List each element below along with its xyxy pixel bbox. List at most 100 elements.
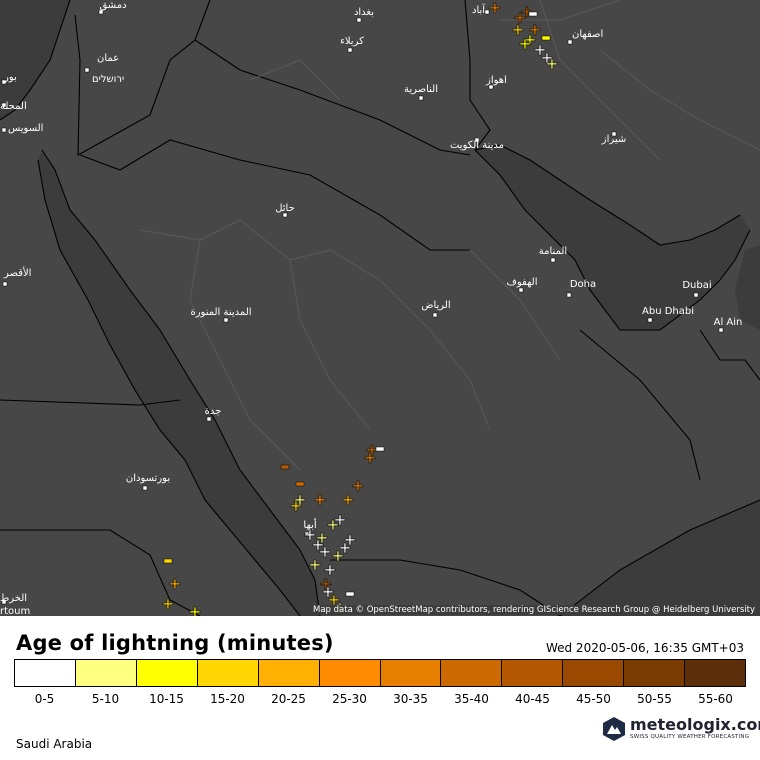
lightning-strike-marker: +	[321, 582, 334, 601]
city-label: آباد	[472, 3, 486, 16]
lightning-strike-marker: +	[540, 48, 553, 67]
lightning-strike-marker: +	[289, 496, 302, 515]
city-label: rtoum	[0, 606, 30, 616]
lightning-strike-marker: +	[161, 594, 174, 613]
city-label: دمشق	[99, 0, 126, 11]
legend-title: Age of lightning (minutes)	[16, 631, 334, 655]
legend-label: 10-15	[149, 692, 184, 706]
city-label: Abu Dhabi	[642, 306, 694, 317]
lightning-strike-marker: +	[308, 555, 321, 574]
red-sea	[38, 150, 320, 616]
lightning-strike-marker: +	[533, 40, 546, 59]
admin-boundaries	[139, 0, 760, 471]
lightning-strike-marker	[163, 558, 173, 564]
legend-swatch	[685, 660, 746, 686]
lightning-strike-marker: +	[168, 574, 181, 593]
map-layer: دمشق بغداد آباد عمان ירושלים كربلاء اصفه…	[0, 0, 760, 616]
city-label: اهواز	[485, 75, 507, 86]
lightning-strike-marker: +	[363, 448, 376, 467]
lightning-strike-marker: +	[311, 535, 324, 554]
lightning-strike-marker: +	[313, 490, 326, 509]
legend-timestamp: Wed 2020-05-06, 16:35 GMT+03	[545, 641, 744, 655]
city-label: Dubai	[682, 280, 711, 291]
map-attribution: Map data © OpenStreetMap contributors, r…	[310, 605, 758, 615]
gulf-of-oman	[735, 245, 760, 330]
lightning-strike-marker: +	[315, 528, 328, 547]
city-label: الخرط	[0, 593, 27, 604]
city-label: عمان	[97, 53, 119, 64]
legend-label: 50-55	[637, 692, 672, 706]
lightning-strikes: +++++++++++++++++++++++++++++++++++	[161, 0, 559, 616]
meteologix-logo-icon	[603, 717, 625, 741]
city-label: Doha	[570, 279, 596, 290]
lightning-strike-marker	[541, 35, 551, 41]
lightning-strike-marker: +	[331, 546, 344, 565]
lightning-strike-marker: +	[365, 440, 378, 459]
legend-labels: 0-5 5-10 10-15 15-20 20-25 25-30 30-35 35-40 40-…	[14, 692, 746, 706]
city-label: مدينة الكويت	[450, 140, 504, 151]
lightning-strike-marker: +	[333, 510, 346, 529]
city-label: Al Ain	[714, 317, 743, 328]
lightning-strike-marker: +	[488, 0, 501, 17]
lightning-strike-marker: +	[338, 538, 351, 557]
city-label: الهفوف	[506, 277, 537, 288]
city-label: الناصرية	[404, 84, 438, 95]
borders	[0, 0, 760, 616]
lightning-strike-marker: +	[323, 560, 336, 579]
legend-swatch	[563, 660, 625, 686]
legend-label: 35-40	[454, 692, 489, 706]
city-label: بغداد	[354, 7, 374, 18]
city-label: بور	[3, 72, 17, 83]
legend-label: 15-20	[210, 692, 245, 706]
lightning-strike-marker: +	[528, 20, 541, 39]
lightning-strike-marker	[345, 591, 355, 597]
city-label: كربلاء	[340, 36, 364, 47]
legend-label: 25-30	[332, 692, 367, 706]
legend-color-scale	[14, 659, 746, 687]
legend-swatch	[75, 660, 137, 686]
lightning-map[interactable]: دمشق بغداد آباد عمان ירושלים كربلاء اصفه…	[0, 0, 760, 616]
lightning-strike-marker: +	[326, 515, 339, 534]
legend-label: 55-60	[698, 692, 733, 706]
region-name: Saudi Arabia	[16, 737, 93, 751]
lightning-strike-marker: +	[318, 542, 331, 561]
lightning-strike-marker: +	[343, 530, 356, 549]
arabian-sea	[560, 500, 760, 616]
legend-label: 0-5	[34, 692, 55, 706]
legend-swatch	[319, 660, 381, 686]
brand-name: meteologix.com	[630, 715, 760, 734]
legend-swatch	[15, 660, 76, 686]
city-label: المحلة	[0, 101, 27, 112]
brand-tagline: SWISS QUALITY WEATHER FORECASTING	[630, 734, 750, 740]
city-label: شيراز	[601, 134, 627, 145]
lightning-strike-marker: +	[188, 602, 201, 616]
lightning-strike-marker: +	[319, 574, 332, 593]
lightning-strike-marker: +	[518, 34, 531, 53]
persian-gulf	[475, 145, 750, 330]
legend-swatch	[502, 660, 564, 686]
mediterranean	[0, 0, 70, 120]
legend-swatch	[441, 660, 503, 686]
lightning-strike-marker: +	[303, 525, 316, 544]
lightning-strike-marker	[375, 446, 385, 452]
city-label: حائل	[275, 203, 295, 214]
lightning-strike-marker: +	[545, 54, 558, 73]
legend-label: 40-45	[515, 692, 550, 706]
lightning-strike-marker: +	[341, 490, 354, 509]
city-labels: دمشق بغداد آباد عمان ירושלים كربلاء اصفه…	[0, 0, 742, 616]
lightning-strike-marker: +	[351, 476, 364, 495]
meteologix-logo[interactable]: meteologix.com SWISS QUALITY WEATHER FOR…	[602, 713, 760, 745]
lightning-strike-marker: +	[511, 20, 524, 39]
city-label: ירושלים	[92, 74, 124, 85]
lightning-strike-marker: +	[513, 8, 526, 27]
legend-label: 20-25	[271, 692, 306, 706]
city-label: اصفهان	[572, 29, 603, 40]
legend-swatch	[624, 660, 686, 686]
city-label: أبها	[303, 518, 316, 531]
legend-swatch	[258, 660, 320, 686]
lightning-strike-marker	[528, 11, 538, 17]
legend-swatch	[136, 660, 198, 686]
lightning-strike-marker: +	[327, 590, 340, 609]
city-label: جدة	[205, 406, 222, 417]
city-label: بورتسودان	[126, 473, 170, 484]
